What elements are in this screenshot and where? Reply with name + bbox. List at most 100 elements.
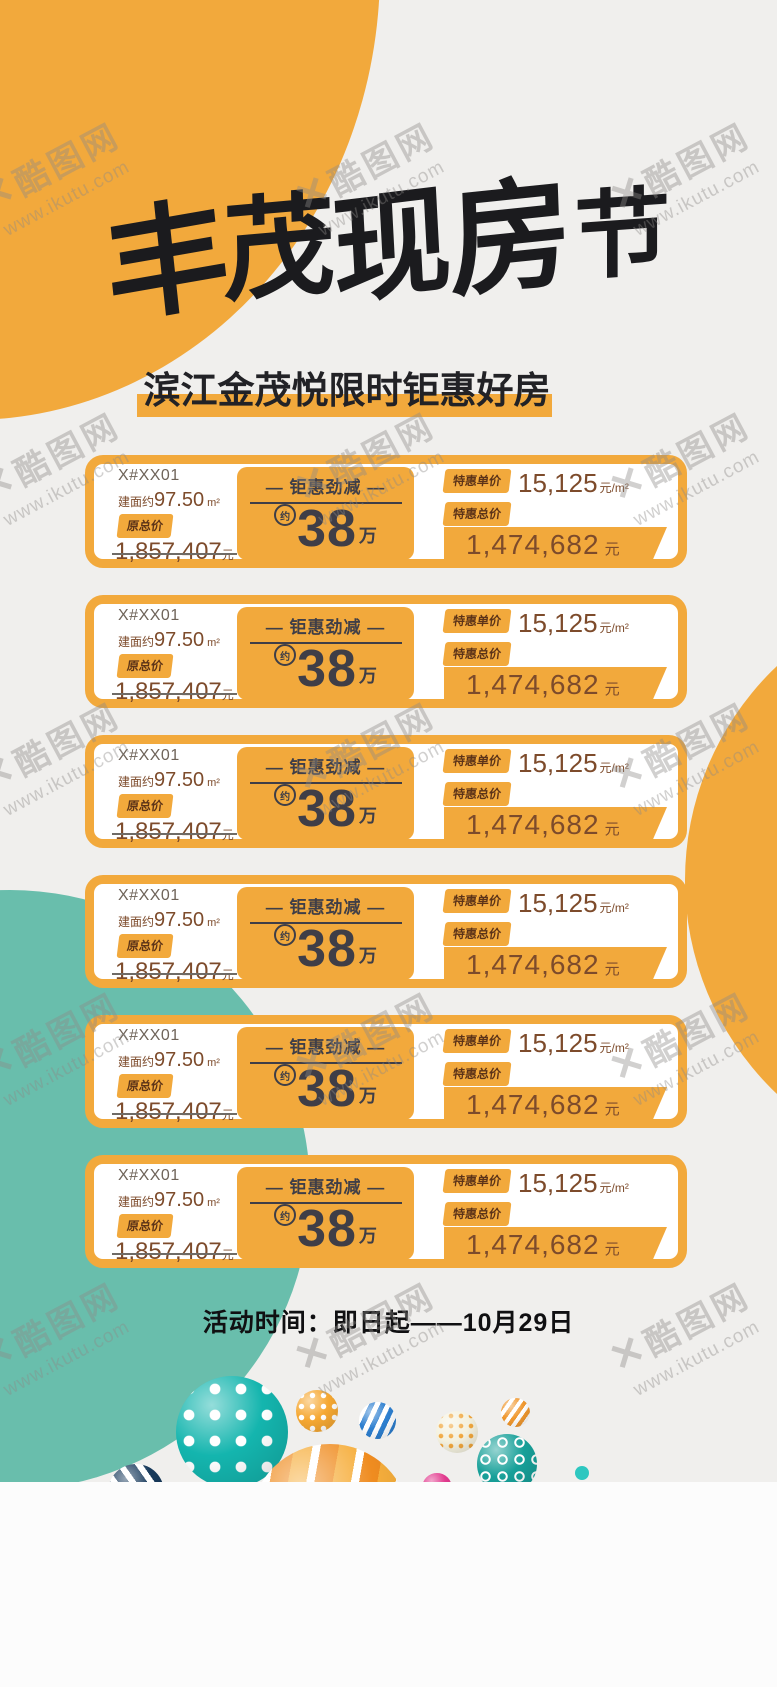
approx-circle-icon: 约	[274, 644, 297, 666]
special-unit-price-tag: 特惠单价	[442, 469, 512, 493]
orange-circle-right	[685, 585, 777, 1175]
discount-amount-unit: 万	[358, 806, 377, 826]
special-total-price-unit: 元	[604, 680, 620, 698]
special-total-price-value: 1,474,682	[466, 669, 600, 700]
original-price-strikethrough: 1,857,407元	[112, 958, 237, 986]
area-value: 97.50	[154, 1049, 205, 1071]
unit-code: X#XX01	[118, 887, 180, 904]
special-total-price-unit: 元	[604, 1240, 620, 1258]
area-unit-text: m²	[207, 1057, 220, 1069]
unit-code: X#XX01	[118, 607, 180, 624]
discount-header: — 钜惠劲减 —	[265, 618, 386, 637]
discount-amount: 38	[297, 1059, 357, 1118]
special-unit-price-unit: 元/m²	[599, 761, 629, 775]
watermark-x-icon: ✕	[0, 746, 23, 801]
ball-shade	[296, 1390, 338, 1432]
special-total-price-band: 1,474,682 元	[444, 667, 667, 703]
special-total-price-unit: 元	[604, 540, 620, 558]
striped-ball-orange-white	[501, 1398, 530, 1427]
area-value: 97.50	[154, 1189, 205, 1211]
original-price-value: 1,857,407	[115, 538, 222, 565]
unit-code: X#XX01	[118, 747, 180, 764]
discount-value-row: 约 38 万	[274, 502, 377, 555]
special-unit-price-row: 特惠单价 15,125 元/m²	[442, 1169, 629, 1196]
area-prefix: 建面约	[118, 1195, 155, 1209]
floor-area: 建面约97.50 m²	[118, 909, 220, 932]
area-value: 97.50	[154, 629, 205, 651]
special-unit-price-tag: 特惠单价	[442, 1169, 512, 1193]
special-unit-price-tag: 特惠单价	[442, 749, 512, 773]
discount-box: — 钜惠劲减 — 约 38 万	[237, 467, 414, 560]
discount-box: — 钜惠劲减 — 约 38 万	[237, 887, 414, 980]
approx-circle-icon: 约	[274, 504, 297, 526]
special-unit-price-value: 15,125	[518, 1028, 598, 1058]
offer-card-content: X#XX01 建面约97.50 m² 原总价 1,857,407元 — 钜惠劲减…	[94, 604, 678, 705]
special-total-price-unit: 元	[604, 960, 620, 978]
special-total-price-band: 1,474,682 元	[444, 807, 667, 843]
subtitle-highlight-bar	[137, 394, 552, 417]
area-value: 97.50	[154, 769, 205, 791]
approx-circle-icon: 约	[274, 1064, 297, 1086]
original-price-value: 1,857,407	[115, 1238, 222, 1265]
original-price-value: 1,857,407	[115, 958, 222, 985]
original-price-tag: 原总价	[116, 794, 174, 818]
area-unit: m²	[204, 777, 220, 789]
discount-header: — 钜惠劲减 —	[265, 1038, 386, 1057]
special-total-price-unit: 元	[604, 820, 620, 838]
special-unit-price-unit: 元/m²	[599, 1041, 629, 1055]
special-total-price-band: 1,474,682 元	[444, 947, 667, 983]
discount-header: — 钜惠劲减 —	[265, 1178, 386, 1197]
area-unit: m²	[204, 637, 220, 649]
discount-divider	[249, 1062, 402, 1064]
area-prefix: 建面约	[118, 775, 155, 789]
original-price-tag: 原总价	[116, 1214, 174, 1238]
discount-divider	[249, 922, 402, 924]
special-total-price-value: 1,474,682	[466, 529, 600, 560]
original-price-unit: 元	[221, 1248, 234, 1262]
discount-value-row: 约 38 万	[274, 642, 377, 695]
area-unit-text: m²	[207, 497, 220, 509]
area-prefix: 建面约	[118, 495, 155, 509]
original-price-strikethrough: 1,857,407元	[112, 538, 237, 566]
special-unit-price-tag: 特惠单价	[442, 889, 512, 913]
special-unit-price-row: 特惠单价 15,125 元/m²	[442, 469, 629, 496]
card-list: X#XX01 建面约97.50 m² 原总价 1,857,407元 — 钜惠劲减…	[85, 455, 687, 1295]
title-char: 现	[329, 174, 455, 320]
special-unit-price-row: 特惠单价 15,125 元/m²	[442, 749, 629, 776]
discount-amount-unit: 万	[358, 1226, 377, 1246]
special-total-price-unit: 元	[604, 1100, 620, 1118]
bottom-white-panel	[0, 1482, 777, 1687]
special-unit-price-value: 15,125	[518, 888, 598, 918]
offer-card: X#XX01 建面约97.50 m² 原总价 1,857,407元 — 钜惠劲减…	[85, 875, 687, 988]
special-total-price-tag: 特惠总价	[442, 782, 512, 806]
original-price: 1,857,407元	[112, 1098, 237, 1126]
special-unit-price-tag: 特惠单价	[442, 609, 512, 633]
original-price-tag: 原总价	[116, 514, 174, 538]
area-unit: m²	[204, 497, 220, 509]
discount-amount-unit: 万	[358, 1086, 377, 1106]
special-unit-price-unit: 元/m²	[599, 481, 629, 495]
area-unit: m²	[204, 917, 220, 929]
area-prefix: 建面约	[118, 635, 155, 649]
original-price: 1,857,407元	[112, 678, 237, 706]
original-price-unit: 元	[221, 548, 234, 562]
area-value: 97.50	[154, 489, 205, 511]
offer-card: X#XX01 建面约97.50 m² 原总价 1,857,407元 — 钜惠劲减…	[85, 1015, 687, 1128]
area-prefix: 建面约	[118, 1055, 155, 1069]
area-prefix: 建面约	[118, 915, 155, 929]
special-total-price-tag: 特惠总价	[442, 502, 512, 526]
discount-box: — 钜惠劲减 — 约 38 万	[237, 1027, 414, 1120]
original-price-unit: 元	[221, 688, 234, 702]
discount-header: — 钜惠劲减 —	[265, 758, 386, 777]
subtitle: 滨江金茂悦限时钜惠好房	[143, 371, 551, 412]
original-price-strikethrough: 1,857,407元	[112, 818, 237, 846]
watermark-x-icon: ✕	[0, 456, 23, 511]
special-total-price-value: 1,474,682	[466, 809, 600, 840]
polka-dot-ball-teal-large	[176, 1376, 288, 1488]
original-price: 1,857,407元	[112, 958, 237, 986]
area-unit-text: m²	[207, 917, 220, 929]
special-unit-price-row: 特惠单价 15,125 元/m²	[442, 1028, 629, 1058]
original-price-tag: 原总价	[116, 934, 174, 958]
original-price-tag: 原总价	[116, 654, 174, 678]
